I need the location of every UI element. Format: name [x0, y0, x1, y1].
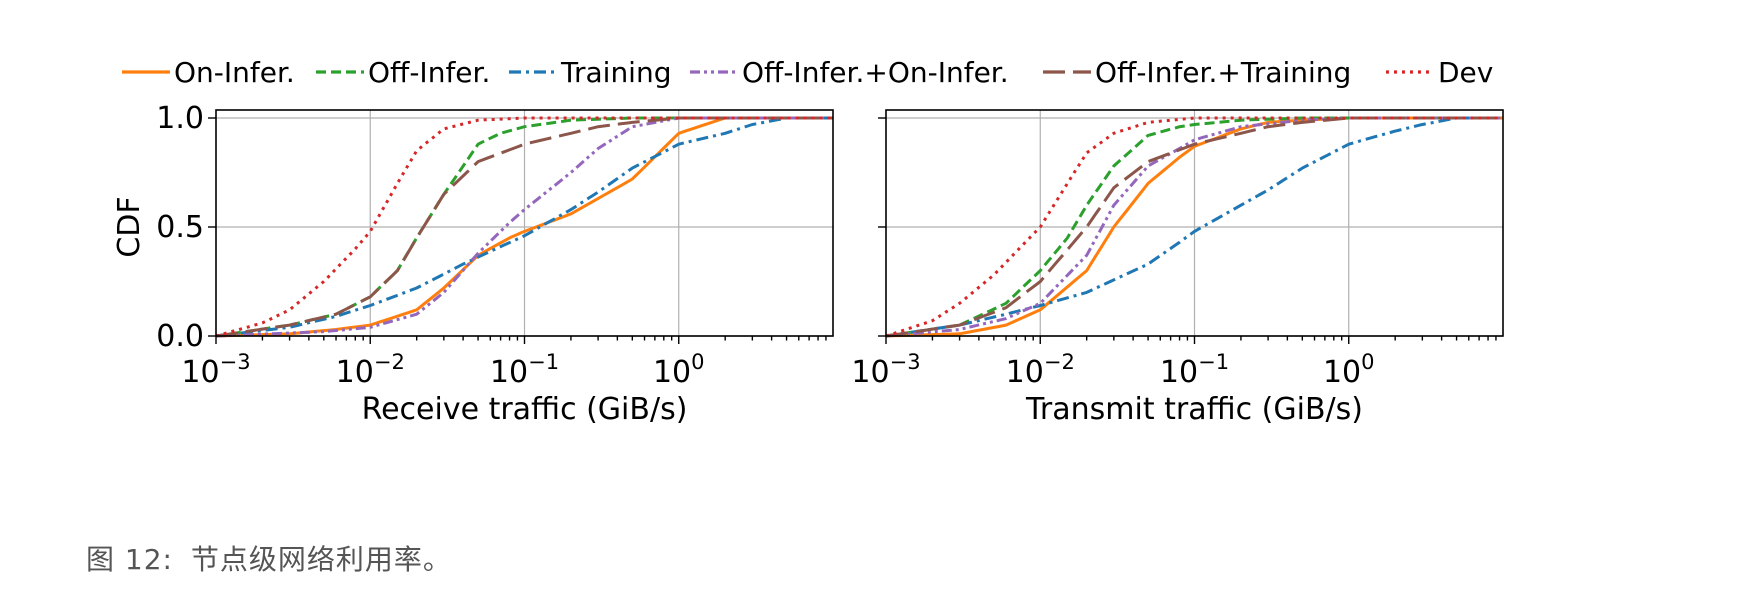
y-tick-label: 1.0	[156, 101, 204, 136]
x-tick-label: 100	[1323, 350, 1375, 390]
y-tick-label: 0.5	[156, 210, 204, 245]
y-tick-label: 0.0	[156, 319, 204, 354]
legend-label: Training	[560, 56, 671, 89]
series-line	[215, 116, 833, 338]
legend-item: Off-Infer.+On-Infer.	[690, 56, 1009, 89]
series-line	[885, 116, 1503, 338]
x-tick-label: 10−3	[181, 350, 250, 390]
series-line	[215, 116, 833, 338]
series-line	[885, 116, 1503, 338]
x-tick-label: 10−2	[336, 350, 405, 390]
legend-item: Dev	[1386, 56, 1493, 89]
x-tick-label: 10−1	[490, 350, 559, 390]
x-axis-label: Receive traffic (GiB/s)	[362, 392, 688, 427]
legend-label: Off-Infer.+Training	[1095, 56, 1351, 89]
series-line	[215, 116, 833, 338]
x-tick-label: 10−1	[1160, 350, 1229, 390]
legend-label: Off-Infer.+On-Infer.	[742, 56, 1009, 89]
x-tick-label: 10−3	[851, 350, 920, 390]
legend-label: On-Infer.	[174, 56, 295, 89]
y-axis-label: CDF	[112, 196, 147, 257]
figure-caption: 图 12: 节点级网络利用率。	[86, 538, 460, 578]
caption-text: 节点级网络利用率。	[190, 543, 452, 576]
legend-label: Off-Infer.	[368, 56, 490, 89]
legend-label: Dev	[1438, 56, 1493, 89]
x-tick-label: 100	[653, 350, 705, 390]
x-axis-label: Transmit traffic (GiB/s)	[1025, 392, 1363, 427]
series-line	[885, 116, 1503, 338]
legend-item: Off-Infer.	[316, 56, 490, 89]
legend-item: On-Infer.	[122, 56, 295, 89]
x-tick-label: 10−2	[1006, 350, 1075, 390]
legend: On-Infer. Off-Infer. Training Off-Infer.+On…	[122, 56, 1493, 89]
caption-label: 图 12:	[86, 543, 173, 576]
series-line	[215, 116, 833, 338]
chart-receive-traffic: 10−3 10−2 10−1 100 0.0 0.5 1.0 Receive traffic …	[112, 101, 834, 427]
series-line	[885, 116, 1503, 338]
legend-item: Off-Infer.+Training	[1043, 56, 1351, 89]
series-line	[215, 116, 833, 338]
legend-item: Training	[509, 56, 671, 89]
series-line	[885, 116, 1503, 338]
